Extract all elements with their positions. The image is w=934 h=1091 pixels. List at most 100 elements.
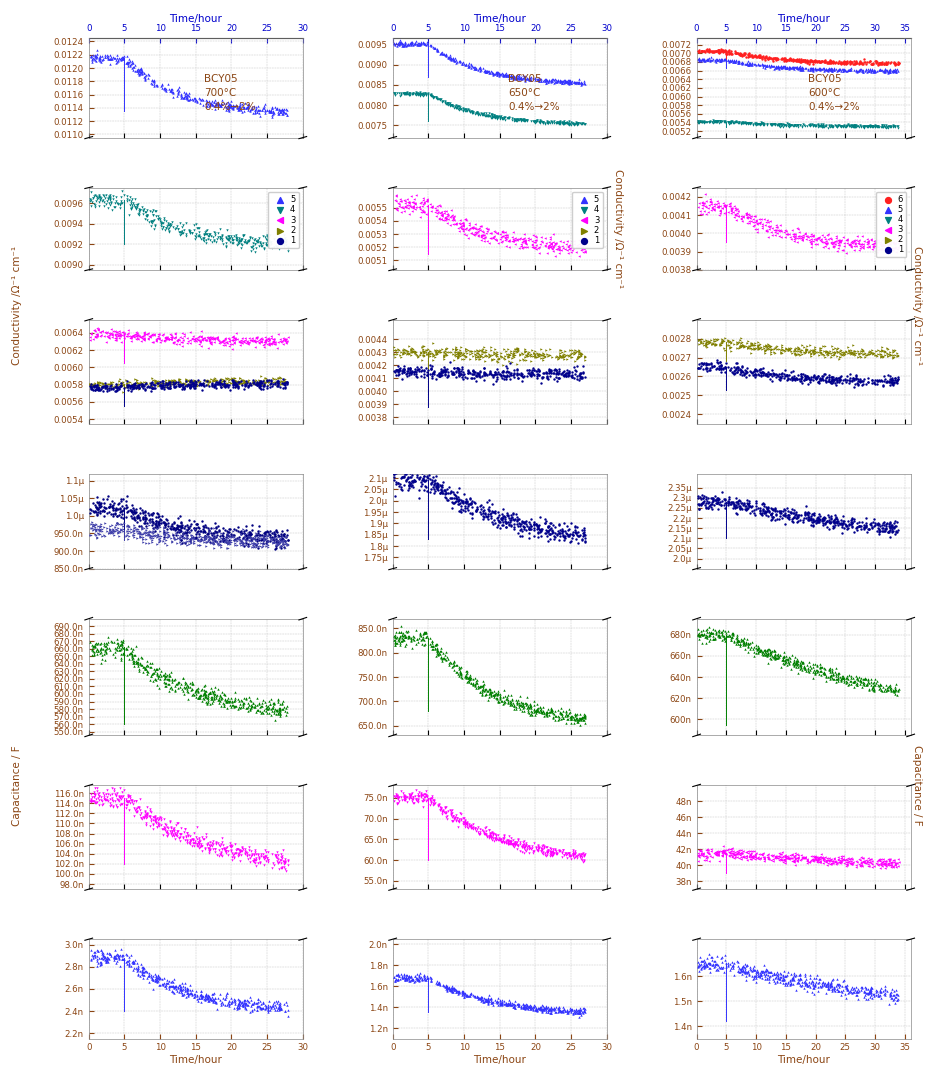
- Point: [444, 802, 459, 819]
- Point: [418, 36, 433, 53]
- Point: [120, 372, 134, 389]
- Point: [109, 783, 124, 801]
- Point: [854, 849, 869, 866]
- Point: [469, 501, 484, 518]
- Point: [842, 61, 856, 79]
- Point: [524, 235, 539, 252]
- Point: [434, 800, 449, 817]
- Point: [415, 631, 430, 648]
- Point: [874, 343, 889, 360]
- Point: [842, 344, 857, 361]
- Point: [811, 60, 826, 77]
- Point: [730, 493, 745, 511]
- Point: [821, 852, 836, 870]
- Point: [787, 51, 802, 69]
- Point: [853, 856, 868, 874]
- Point: [768, 58, 783, 75]
- Point: [166, 373, 181, 391]
- Point: [858, 375, 873, 393]
- Point: [808, 663, 823, 681]
- Point: [758, 365, 773, 383]
- Point: [709, 494, 724, 512]
- Point: [470, 364, 485, 382]
- Point: [277, 372, 292, 389]
- Point: [558, 343, 573, 360]
- Point: [390, 361, 405, 379]
- Point: [568, 706, 583, 723]
- Point: [743, 335, 758, 352]
- Point: [84, 325, 99, 343]
- Point: [754, 116, 769, 133]
- Point: [191, 832, 206, 850]
- Point: [226, 849, 241, 866]
- Point: [511, 517, 526, 535]
- Point: [389, 464, 404, 481]
- Point: [542, 363, 557, 381]
- Point: [444, 482, 459, 500]
- Point: [259, 373, 274, 391]
- Point: [206, 331, 221, 348]
- Point: [757, 496, 771, 514]
- Point: [190, 219, 205, 237]
- Point: [577, 706, 592, 723]
- Point: [734, 631, 749, 648]
- Point: [832, 61, 847, 79]
- Point: [518, 346, 533, 363]
- Point: [752, 846, 767, 863]
- Point: [440, 648, 455, 666]
- Point: [248, 329, 263, 347]
- Point: [452, 662, 467, 680]
- Point: [149, 514, 163, 531]
- Point: [545, 72, 559, 89]
- Point: [790, 971, 805, 988]
- Point: [274, 531, 289, 549]
- Point: [495, 221, 510, 239]
- Point: [843, 851, 858, 868]
- Point: [467, 494, 482, 512]
- Point: [406, 363, 421, 381]
- Point: [185, 686, 200, 704]
- Point: [479, 62, 494, 80]
- Point: [164, 978, 179, 995]
- Point: [265, 369, 280, 386]
- Point: [213, 228, 228, 245]
- Point: [882, 515, 897, 532]
- Point: [533, 70, 548, 87]
- Point: [886, 991, 901, 1008]
- Point: [546, 72, 561, 89]
- Point: [476, 365, 491, 383]
- Point: [144, 375, 159, 393]
- Point: [178, 988, 193, 1006]
- Point: [791, 59, 806, 76]
- Point: [837, 52, 852, 70]
- Point: [208, 527, 223, 544]
- Point: [402, 461, 417, 479]
- Point: [753, 46, 768, 63]
- Point: [403, 630, 418, 647]
- Point: [167, 529, 182, 547]
- Point: [831, 232, 846, 250]
- Point: [180, 678, 195, 695]
- Point: [756, 646, 771, 663]
- Point: [503, 367, 518, 384]
- Point: [184, 526, 199, 543]
- Point: [87, 517, 102, 535]
- Point: [271, 999, 286, 1017]
- Point: [259, 331, 274, 348]
- Point: [535, 112, 550, 130]
- Point: [185, 375, 200, 393]
- Point: [508, 832, 523, 850]
- Point: [90, 955, 105, 972]
- Point: [279, 106, 294, 123]
- Point: [742, 497, 757, 515]
- Point: [432, 197, 447, 215]
- Point: [250, 993, 265, 1010]
- Point: [715, 359, 730, 376]
- Point: [809, 118, 824, 135]
- Point: [182, 91, 197, 108]
- Point: [573, 74, 588, 92]
- Point: [501, 996, 516, 1014]
- Point: [824, 116, 839, 133]
- Point: [732, 45, 747, 62]
- Point: [723, 43, 738, 60]
